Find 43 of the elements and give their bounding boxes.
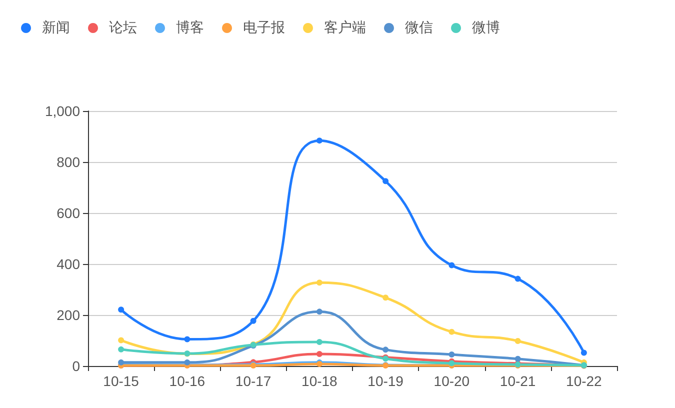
point — [118, 346, 124, 352]
point — [184, 336, 190, 342]
legend-label: 论坛 — [109, 20, 137, 36]
point — [316, 339, 322, 346]
legend-label: 博客 — [176, 20, 204, 36]
point — [514, 356, 521, 362]
point — [118, 306, 124, 313]
legend-label: 电子报 — [243, 20, 285, 36]
legend-label: 微信 — [405, 20, 433, 36]
point — [448, 262, 455, 268]
legend-label: 微博 — [472, 20, 500, 36]
y-tick-label: 600 — [56, 205, 80, 221]
point — [316, 351, 322, 358]
x-tick-label: 10-17 — [235, 373, 272, 389]
point — [448, 352, 455, 358]
x-tick-label: 10-22 — [566, 373, 602, 389]
x-tick-label: 10-15 — [103, 373, 140, 389]
point — [382, 178, 389, 184]
point — [316, 280, 322, 286]
point — [514, 276, 521, 282]
point — [316, 308, 322, 315]
y-tick-label: 400 — [56, 256, 80, 272]
legend-label: 客户端 — [324, 20, 366, 36]
point — [448, 328, 455, 335]
y-tick-label: 800 — [56, 154, 80, 170]
point — [580, 350, 587, 356]
point — [514, 338, 521, 344]
x-tick-label: 10-21 — [500, 373, 536, 389]
x-tick-label: 10-20 — [434, 373, 470, 389]
x-tick-label: 10-16 — [169, 373, 206, 389]
legend-label: 新闻 — [42, 20, 70, 36]
point — [118, 337, 124, 344]
point — [250, 318, 256, 324]
y-tick-label: 1,000 — [44, 103, 80, 119]
y-tick-label: 200 — [56, 307, 80, 323]
y-tick-label: 0 — [72, 358, 80, 374]
point — [118, 359, 124, 366]
x-tick-label: 10-18 — [302, 373, 338, 389]
point — [316, 138, 322, 144]
point — [184, 359, 190, 366]
x-tick-label: 10-19 — [368, 373, 404, 389]
point — [382, 346, 389, 353]
point — [382, 294, 389, 301]
